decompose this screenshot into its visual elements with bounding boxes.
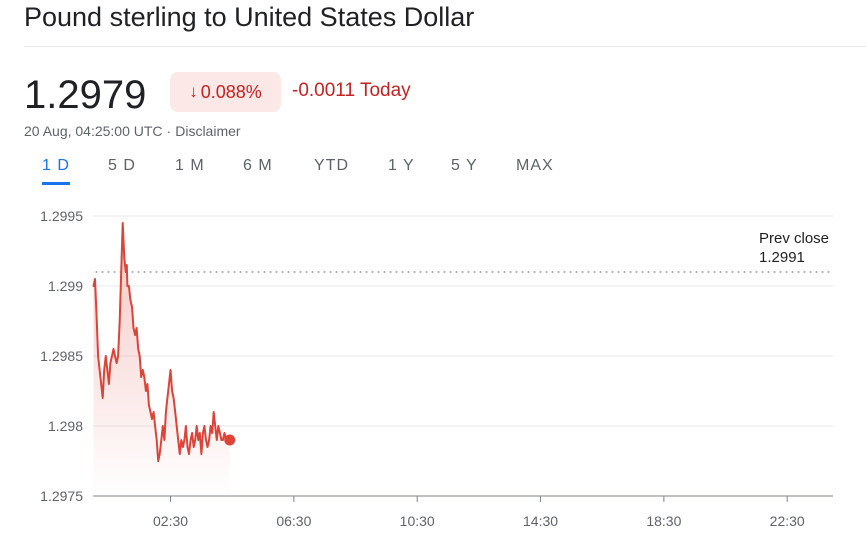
tab-max[interactable]: MAX: [516, 157, 554, 174]
tab-1m[interactable]: 1 M: [175, 157, 205, 174]
change-absolute: -0.0011: [292, 80, 356, 101]
y-tick-label: 1.299: [48, 278, 83, 294]
price-chart[interactable]: 1.2975 1.298 1.2985 1.299 1.2995 02:30 06:30 10…: [0, 195, 866, 540]
prev-close-label: Prev close: [759, 230, 829, 247]
x-tick-label: 14:30: [523, 513, 558, 529]
y-tick-label: 1.298: [48, 418, 83, 434]
last-price-point: [224, 434, 236, 446]
change-period: Today: [359, 80, 411, 101]
page-title: Pound sterling to United States Dollar: [24, 2, 475, 32]
x-tick-label: 02:30: [153, 513, 188, 529]
quote-meta: 20 Aug, 04:25:00 UTC · Disclaimer: [24, 123, 241, 139]
x-tick-label: 22:30: [770, 513, 805, 529]
change-percent-badge: ↓ 0.088%: [170, 72, 281, 112]
y-tick-label: 1.2985: [40, 348, 83, 364]
x-tick-label: 06:30: [276, 513, 311, 529]
change-today: -0.0011 Today: [292, 80, 411, 102]
tab-1d[interactable]: 1 D: [42, 152, 70, 185]
x-tick-label: 10:30: [400, 513, 435, 529]
arrow-down-icon: ↓: [189, 82, 198, 101]
y-tick-label: 1.2995: [40, 208, 83, 224]
price-line: [92, 222, 231, 462]
price-area: [93, 223, 230, 496]
header-divider: [24, 46, 866, 47]
range-tabs: 1 D 5 D 1 M 6 M YTD 1 Y 5 Y MAX: [0, 152, 866, 186]
tab-5y[interactable]: 5 Y: [451, 157, 478, 174]
x-tick-label: 18:30: [646, 513, 681, 529]
meta-separator: ·: [166, 123, 172, 139]
tab-6m[interactable]: 6 M: [243, 157, 273, 174]
change-percent: 0.088%: [200, 81, 262, 102]
tab-ytd[interactable]: YTD: [314, 157, 349, 174]
tab-5d[interactable]: 5 D: [108, 157, 136, 174]
prev-close-value: 1.2991: [759, 249, 805, 266]
current-price: 1.2979: [24, 73, 147, 117]
disclaimer-link[interactable]: Disclaimer: [175, 123, 241, 139]
tab-1y[interactable]: 1 Y: [388, 157, 415, 174]
y-tick-label: 1.2975: [40, 488, 83, 504]
quote-timestamp: 20 Aug, 04:25:00 UTC: [24, 123, 163, 139]
